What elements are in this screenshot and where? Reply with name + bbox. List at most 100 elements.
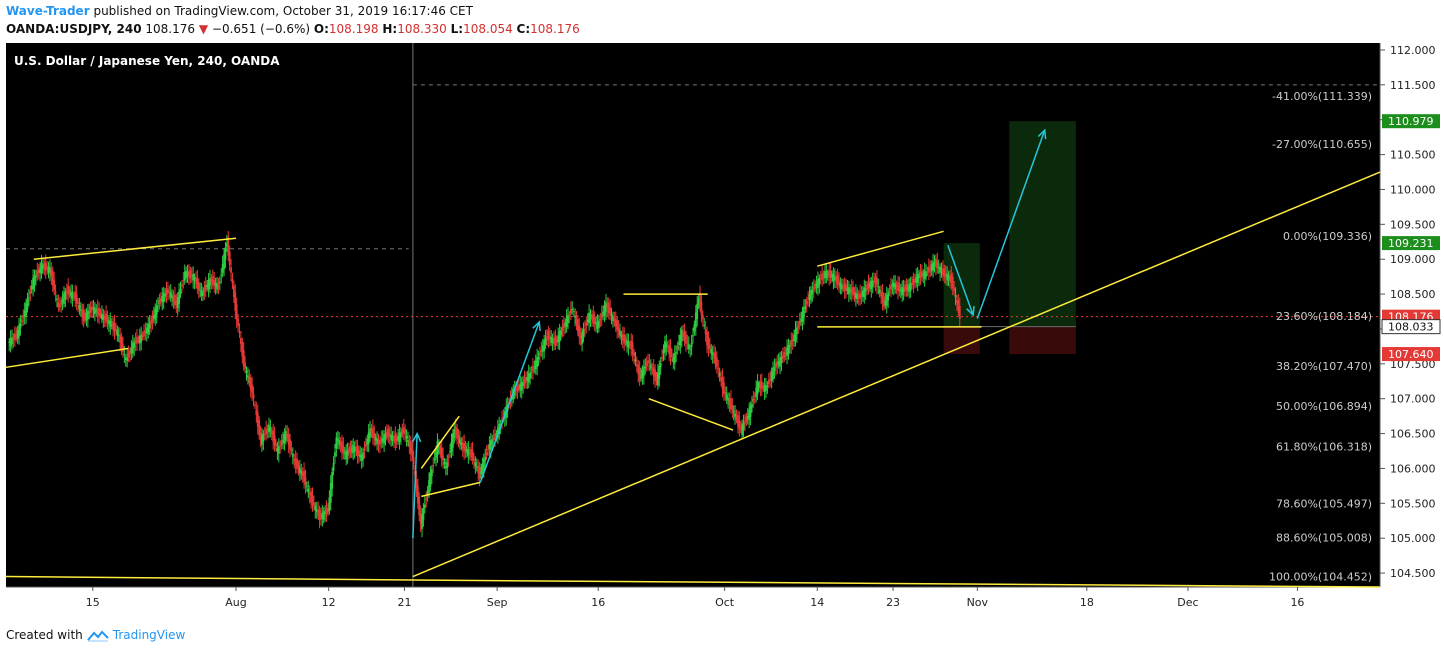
candle-body: [290, 449, 293, 452]
candle-body: [753, 395, 756, 397]
candle-body: [477, 465, 480, 474]
candle-body: [693, 324, 696, 332]
candle-body: [416, 485, 419, 504]
time-ticks: 15 Aug 12 21 Sep 16 Oct 14 23 Nov 18 Dec 16: [86, 587, 1304, 609]
time-axis[interactable]: [6, 587, 1380, 615]
candle-body: [560, 330, 562, 336]
candle-body: [13, 333, 16, 341]
candle-body: [443, 461, 446, 465]
candle-body: [568, 314, 571, 316]
tradingview-link[interactable]: TradingView: [112, 628, 186, 642]
candle-body: [144, 330, 147, 334]
candle-body: [364, 444, 367, 447]
candle-body: [102, 315, 105, 321]
candle-body: [374, 437, 377, 441]
candle-body: [321, 513, 324, 520]
time-tick-label: 16: [1290, 596, 1304, 609]
time-tick-label: 23: [886, 596, 900, 609]
candle-body: [640, 375, 642, 377]
candle-body: [44, 262, 47, 271]
candle-body: [464, 446, 467, 452]
candle-body: [411, 448, 414, 456]
candle-body: [136, 336, 138, 344]
candle-body: [98, 308, 100, 317]
fib-label: -27.00%(110.655): [1272, 138, 1372, 151]
chart-area[interactable]: [6, 43, 1380, 587]
candle-body: [539, 352, 541, 357]
trendline: [33, 237, 237, 260]
candle-body: [869, 284, 871, 287]
candle-body: [359, 454, 362, 458]
candle-body: [279, 445, 282, 447]
candle-body: [164, 293, 166, 297]
candle-body: [265, 428, 268, 435]
candle-body: [839, 283, 842, 288]
candle-body: [397, 435, 400, 441]
candle-body: [206, 284, 209, 288]
candle-body: [308, 492, 311, 496]
candle-body: [158, 299, 161, 304]
candle-body: [579, 335, 582, 339]
candle-body: [408, 440, 411, 448]
candle-body: [336, 437, 339, 441]
candle-body: [825, 270, 828, 278]
candle-body: [881, 292, 884, 304]
candle-body: [314, 505, 317, 511]
candle-body: [175, 300, 178, 306]
candle-body: [602, 311, 605, 315]
price-tick-label: 109.500: [1390, 218, 1436, 231]
candle-body: [218, 281, 221, 284]
candle-body: [554, 336, 557, 346]
candle-body: [193, 277, 196, 281]
candle-body: [852, 287, 854, 296]
candles: [8, 230, 961, 538]
candle-body: [398, 432, 401, 442]
candle-body: [72, 295, 75, 297]
candle-body: [211, 276, 214, 286]
candle-body: [923, 270, 926, 280]
candle-body: [283, 434, 286, 444]
candle-body: [529, 372, 532, 379]
candle-body: [598, 320, 600, 328]
candle-body: [446, 462, 449, 468]
trendline: [412, 579, 1381, 588]
candle-body: [788, 345, 791, 348]
candle-body: [197, 282, 200, 291]
trendline: [412, 171, 1381, 578]
candle-body: [623, 334, 626, 344]
candle-body: [230, 267, 232, 273]
candle-body: [742, 422, 745, 430]
candle-body: [555, 339, 558, 342]
candle-body: [370, 428, 373, 434]
author-link[interactable]: Wave-Trader: [6, 4, 90, 18]
fib-label: 0.00%(109.336): [1283, 230, 1372, 243]
candle-body: [366, 439, 369, 445]
candle-body: [748, 410, 751, 420]
candle-body: [953, 288, 956, 292]
candle-body: [866, 284, 869, 290]
candle-body: [758, 384, 760, 387]
candle-body: [840, 284, 843, 290]
candle-body: [679, 334, 682, 346]
candle-body: [130, 347, 133, 354]
candle-body: [620, 334, 623, 337]
time-tick-label: Sep: [487, 596, 508, 609]
price-tick-label: 105.000: [1390, 532, 1436, 545]
candle-body: [724, 392, 727, 395]
candle-body: [228, 251, 231, 265]
candle-body: [810, 289, 812, 301]
candle-body: [550, 336, 553, 343]
candle-body: [352, 444, 355, 454]
candle-body: [8, 341, 11, 343]
price-tick-label: 106.000: [1390, 462, 1436, 475]
fib-label: 50.00%(106.894): [1276, 400, 1372, 413]
candle-body: [301, 471, 304, 477]
candle-body: [537, 357, 540, 360]
candle-body: [294, 458, 297, 466]
candle-body: [454, 426, 457, 436]
candle-body: [195, 278, 197, 283]
candle-body: [883, 296, 885, 307]
price-chart[interactable]: -41.00%(111.339) -27.00%(110.655) 0.00%(10…: [0, 43, 1444, 615]
candle-body: [824, 271, 826, 279]
open-value: 108.198: [328, 22, 379, 36]
